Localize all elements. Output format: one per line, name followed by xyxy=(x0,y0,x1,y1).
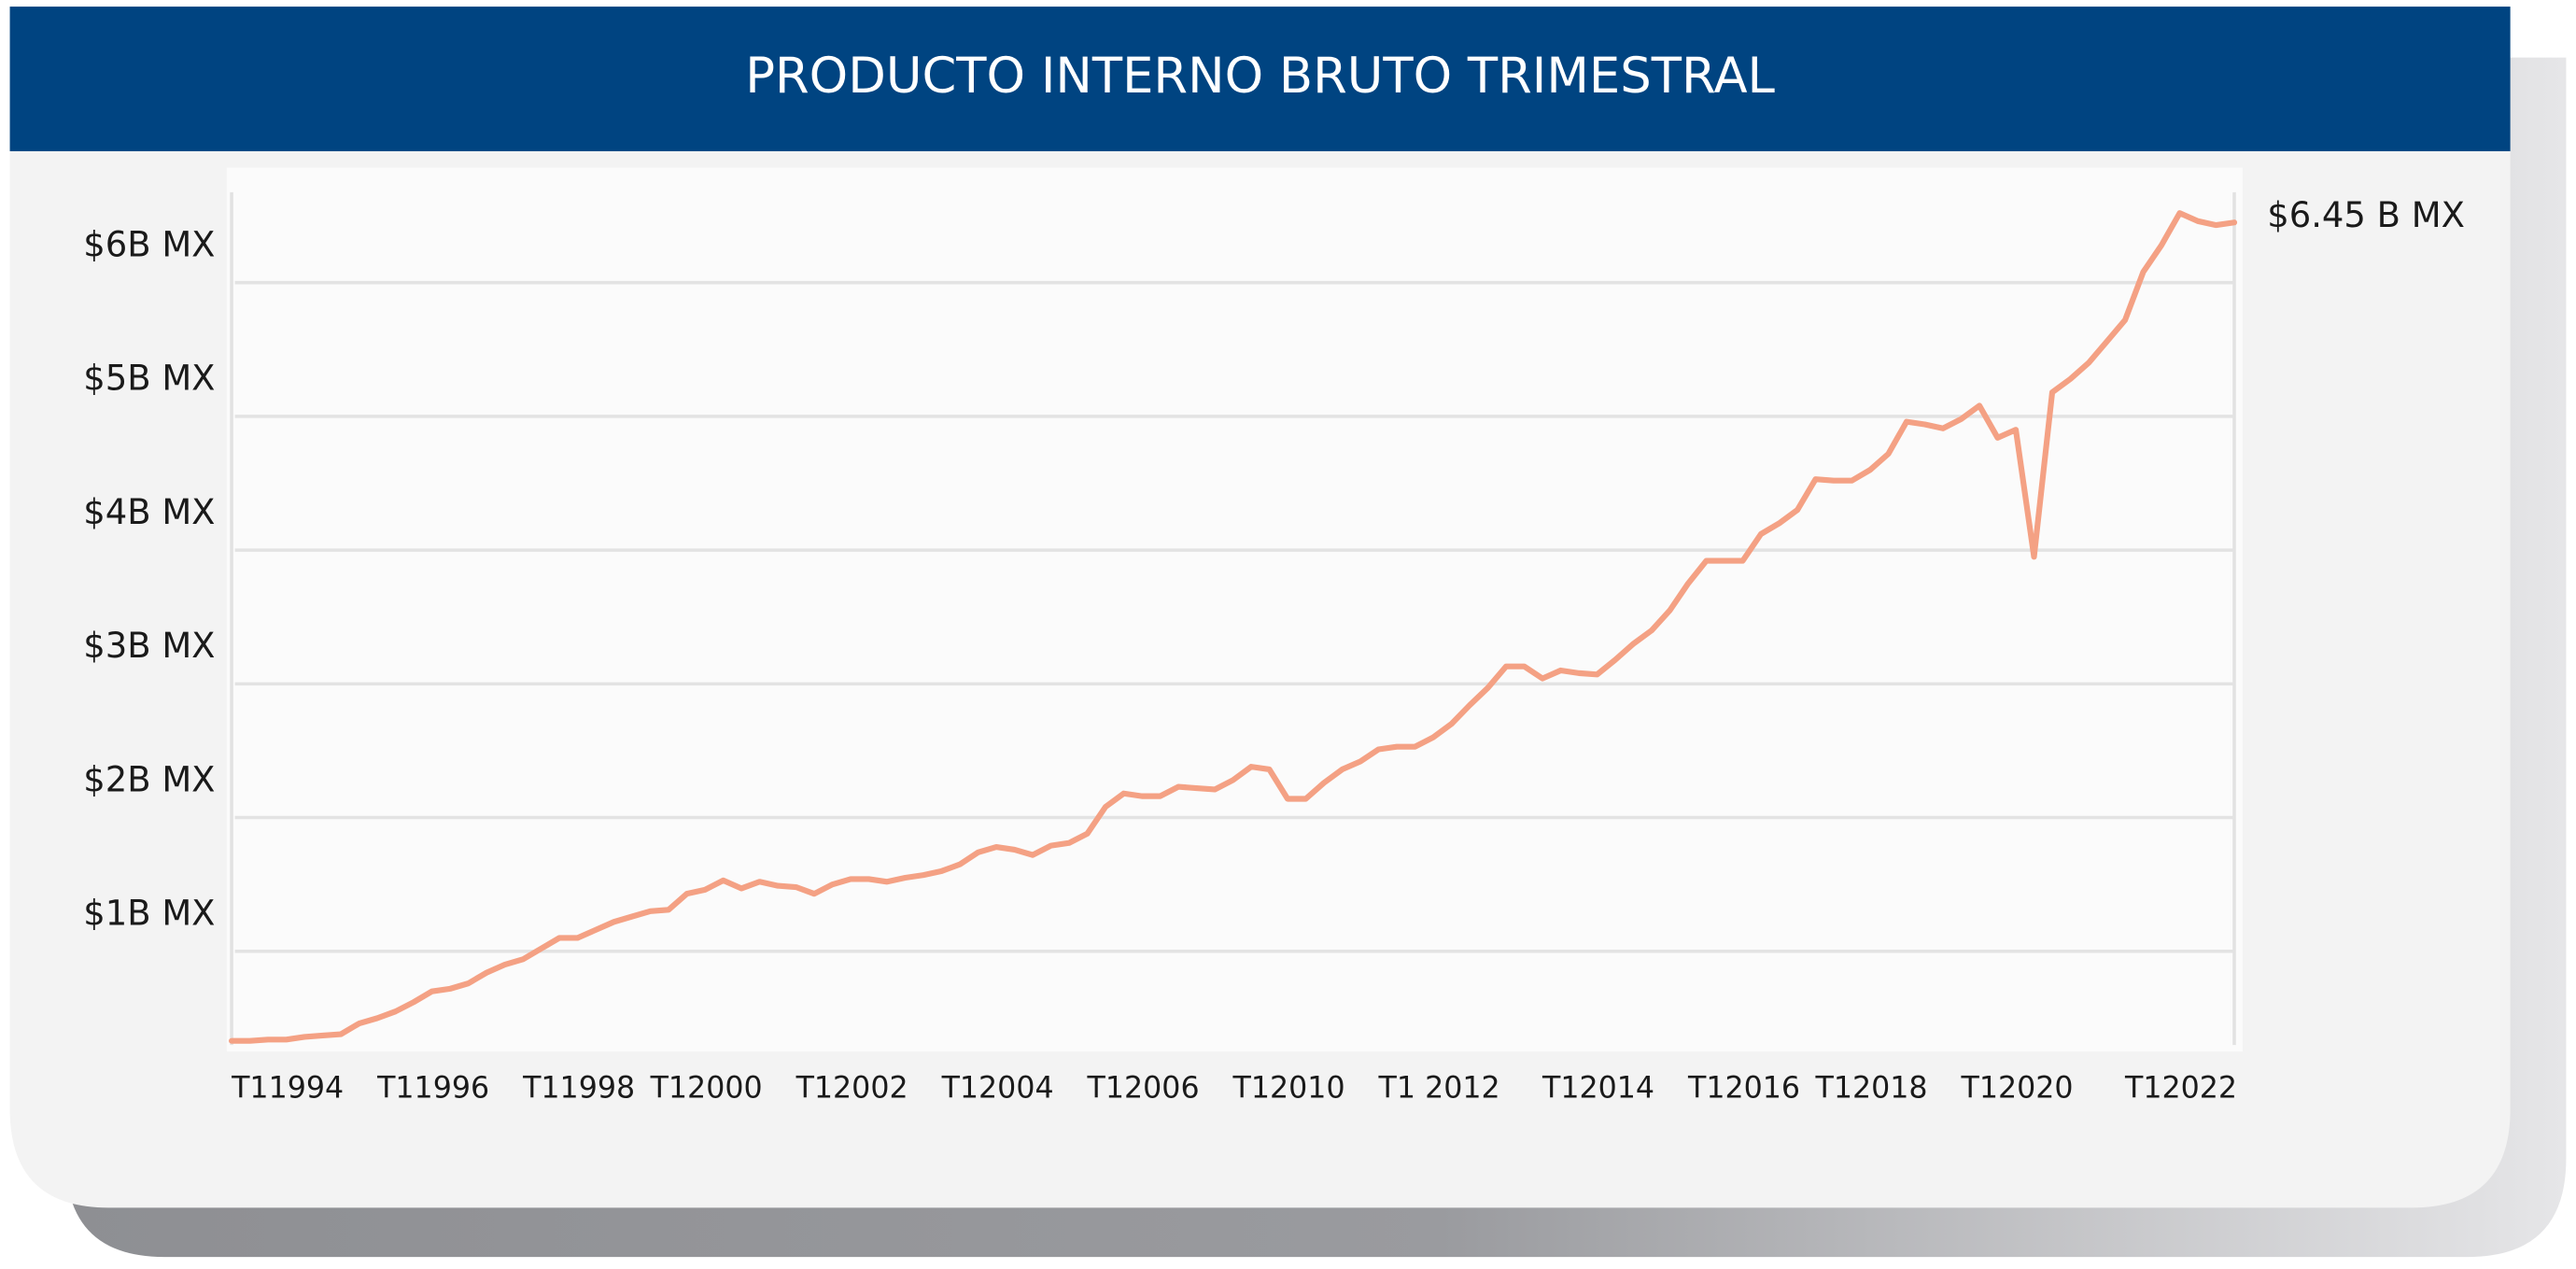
y-tick-label: $2B MX xyxy=(83,759,215,799)
x-tick-label: T12002 xyxy=(795,1072,908,1106)
x-tick-label: T12022 xyxy=(2124,1072,2237,1106)
x-tick-label: T11996 xyxy=(376,1072,489,1106)
plot-area xyxy=(226,167,2243,1052)
end-annotation: $6.45 B MX xyxy=(2267,195,2465,235)
x-tick-label: T11998 xyxy=(522,1072,635,1106)
y-tick-label: $5B MX xyxy=(83,359,215,399)
x-tick-label: T12016 xyxy=(1687,1072,1800,1106)
x-tick-label: T11994 xyxy=(231,1072,344,1106)
y-tick-label: $3B MX xyxy=(83,626,215,666)
y-tick-label: $1B MX xyxy=(83,894,215,934)
x-tick-label: T12000 xyxy=(650,1072,763,1106)
x-tick-label: T12006 xyxy=(1087,1072,1200,1106)
x-tick-label: T12014 xyxy=(1541,1072,1654,1106)
y-tick-label: $4B MX xyxy=(83,492,215,532)
y-tick-label: $6B MX xyxy=(83,224,215,264)
data-line xyxy=(229,210,2238,1044)
chart-title: PRODUCTO INTERNO BRUTO TRIMESTRAL xyxy=(745,48,1775,105)
header-band xyxy=(9,7,2511,151)
x-tick-label: T12018 xyxy=(1815,1072,1928,1106)
x-tick-label: T12010 xyxy=(1232,1072,1345,1106)
x-tick-label: T12020 xyxy=(1961,1072,2074,1106)
x-tick-label: T12004 xyxy=(941,1072,1054,1106)
x-tick-label: T1 2012 xyxy=(1378,1072,1500,1106)
